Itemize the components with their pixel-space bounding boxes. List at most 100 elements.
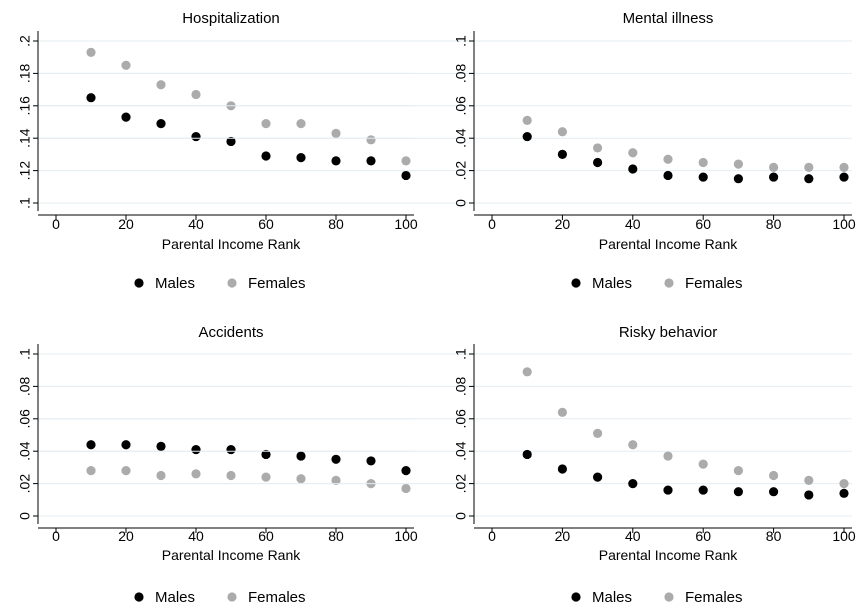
x-tick-label: 20: [118, 528, 134, 544]
males-data-point: [261, 151, 271, 161]
males-data-point: [296, 451, 306, 461]
females-data-point: [628, 148, 638, 158]
x-tick-label: 40: [625, 216, 641, 232]
y-tick-label: .06: [17, 409, 33, 429]
y-tick-label: .02: [453, 161, 469, 181]
females-data-point: [401, 156, 411, 166]
x-tick-label: 40: [188, 528, 204, 544]
x-tick-label: 0: [488, 528, 496, 544]
chart-title: Accidents: [198, 324, 263, 341]
females-data-point: [522, 115, 532, 125]
females-data-point: [156, 80, 166, 90]
females-data-point: [226, 470, 236, 481]
males-data-point: [628, 479, 638, 489]
males-data-point: [191, 131, 201, 142]
females-data-point: [296, 119, 306, 129]
x-tick-label: 60: [258, 528, 274, 544]
males-data-point: [331, 454, 341, 464]
females-data-point: [401, 483, 411, 494]
y-tick-label: .1: [17, 197, 33, 209]
legend-label-males: Males: [155, 589, 195, 606]
females-data-point: [769, 162, 779, 172]
males-data-point: [366, 456, 376, 466]
y-tick-label: .12: [17, 161, 33, 181]
males-data-point: [698, 485, 708, 495]
females-data-point: [804, 475, 814, 485]
y-tick-label: .14: [17, 128, 33, 148]
females-data-point: [663, 451, 673, 461]
males-data-point: [296, 153, 306, 163]
females-data-point: [733, 466, 744, 476]
x-tick-label: 60: [258, 216, 274, 232]
x-tick-label: 80: [328, 216, 344, 232]
legend-marker-females: [227, 278, 237, 288]
chart-title: Risky behavior: [619, 324, 717, 341]
x-tick-label: 60: [695, 216, 711, 232]
females-data-point: [156, 470, 166, 481]
males-data-point: [261, 449, 271, 460]
females-data-point: [191, 89, 201, 100]
legend-label-females: Females: [248, 275, 306, 292]
y-tick-label: 0: [17, 512, 33, 520]
y-tick-label: .2: [17, 35, 33, 47]
x-axis-label: Parental Income Rank: [162, 547, 302, 563]
males-data-point: [593, 157, 603, 168]
females-data-point: [522, 367, 532, 377]
y-tick-label: .04: [453, 441, 469, 461]
chart-panel-2: Mental illness 0 .02 .04 .06 .08 .1 0 20 40 60 80 10…: [39, 10, 856, 292]
females-data-point: [698, 157, 708, 168]
males-data-point: [769, 487, 779, 497]
males-data-point: [804, 490, 814, 500]
y-tick-label: 0: [453, 512, 469, 520]
legend-marker-males: [571, 278, 581, 288]
males-data-point: [663, 170, 673, 181]
females-data-point: [557, 127, 568, 137]
y-tick-label: .04: [453, 128, 469, 148]
x-axis-label: Parental Income Rank: [599, 236, 739, 252]
legend-label-males: Males: [592, 589, 632, 606]
males-data-point: [522, 131, 532, 142]
males-data-point: [557, 149, 568, 159]
males-data-point: [839, 488, 849, 498]
x-tick-label: 20: [118, 216, 134, 232]
males-data-point: [628, 164, 638, 174]
females-data-point: [366, 135, 376, 145]
x-tick-label: 0: [488, 216, 496, 232]
x-tick-label: 100: [394, 216, 418, 232]
females-data-point: [261, 472, 271, 482]
males-data-point: [156, 441, 166, 451]
males-data-point: [663, 485, 673, 495]
males-data-point: [121, 112, 131, 122]
x-tick-label: 20: [555, 216, 571, 232]
males-data-point: [121, 440, 131, 450]
males-data-point: [401, 466, 411, 476]
chart-panel-1: Hospitalization .1 .12 .14 .16 .18 .2 0 20 40 60 80…: [17, 10, 418, 292]
females-data-point: [698, 459, 708, 469]
y-tick-label: .1: [17, 348, 33, 360]
y-tick-label: .08: [453, 63, 469, 83]
females-data-point: [86, 466, 96, 476]
y-tick-label: .18: [17, 63, 33, 83]
y-tick-label: 0: [453, 199, 469, 207]
legend-marker-males: [134, 278, 144, 288]
males-data-point: [331, 156, 341, 166]
males-data-point: [401, 170, 411, 181]
legend-label-females: Females: [685, 589, 743, 606]
females-data-point: [593, 143, 603, 153]
x-tick-label: 80: [766, 528, 782, 544]
males-data-point: [522, 449, 532, 460]
x-tick-label: 20: [555, 528, 571, 544]
males-data-point: [86, 440, 96, 450]
females-data-point: [663, 154, 673, 164]
x-axis-label: Parental Income Rank: [599, 547, 739, 563]
males-data-point: [86, 93, 96, 103]
x-tick-label: 100: [394, 528, 418, 544]
legend-label-males: Males: [155, 275, 195, 292]
legend-marker-females: [227, 592, 237, 602]
males-data-point: [226, 444, 236, 455]
females-data-point: [331, 128, 341, 138]
y-tick-label: .1: [453, 348, 469, 360]
females-data-point: [121, 60, 131, 70]
